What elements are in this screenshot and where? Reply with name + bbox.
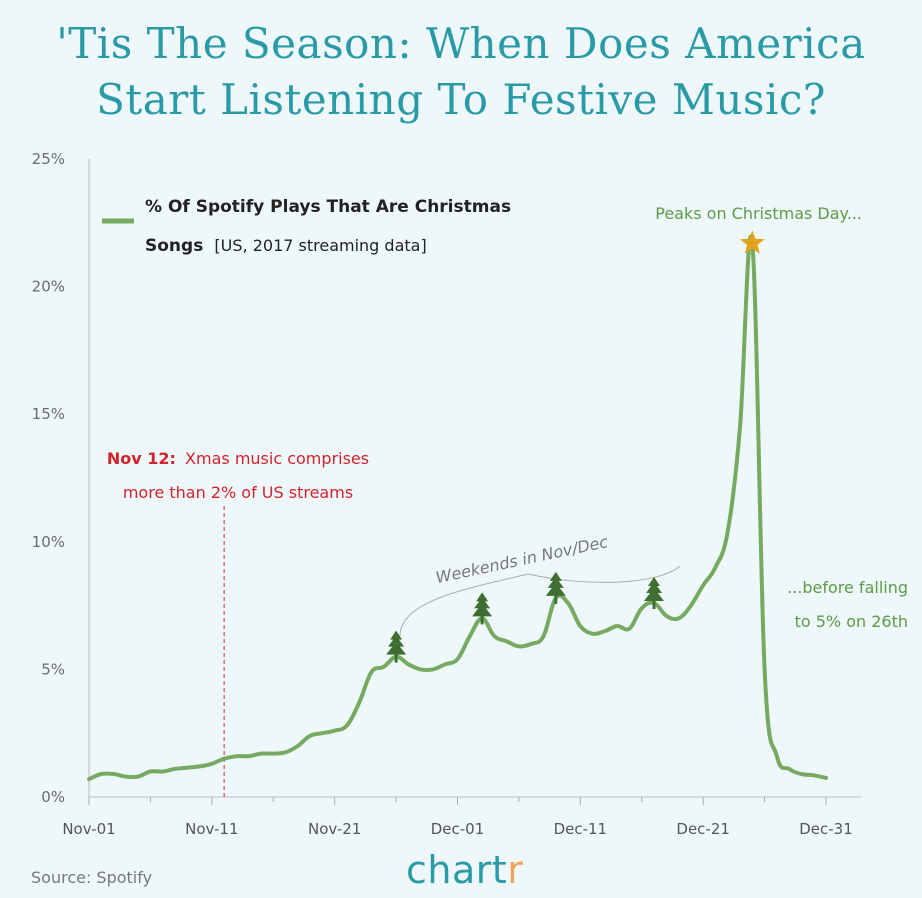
chart-markers bbox=[386, 230, 765, 663]
tree-tier bbox=[386, 641, 407, 655]
legend-label-line2: Songs [US, 2017 streaming data] bbox=[145, 236, 427, 256]
y-tick-label: 20% bbox=[32, 278, 65, 296]
legend-label-note: [US, 2017 streaming data] bbox=[214, 236, 426, 255]
tree-tier bbox=[547, 576, 564, 588]
weekends-annotation: Weekends in Nov/Dec bbox=[434, 532, 610, 587]
tree-marker bbox=[545, 571, 566, 604]
y-tick-label: 5% bbox=[41, 660, 65, 678]
weekends-brace bbox=[399, 565, 681, 637]
chart-title: 'Tis The Season: When Does America Start… bbox=[0, 16, 922, 128]
legend-label-line1: % Of Spotify Plays That Are Christmas bbox=[145, 197, 511, 217]
tree-tier bbox=[644, 588, 664, 601]
tree-tier bbox=[549, 571, 562, 581]
nov12-annotation-line2: more than 2% of US streams bbox=[123, 483, 353, 502]
peak-star-marker bbox=[739, 230, 765, 254]
x-tick-label: Dec-21 bbox=[676, 820, 730, 838]
x-axis: Nov-01 Nov-11 Nov-21 Dec-01 Dec-11 Dec-21 Dec-… bbox=[62, 796, 861, 838]
title-line-2: Start Listening To Festive Music? bbox=[96, 75, 826, 124]
nov12-annotation-line1: Nov 12: Xmas music comprises bbox=[107, 449, 369, 468]
x-tick-label: Nov-11 bbox=[185, 820, 238, 838]
y-tick-label: 15% bbox=[32, 405, 65, 423]
tree-marker bbox=[472, 592, 493, 625]
x-tick-label: Nov-01 bbox=[62, 820, 115, 838]
y-axis-ticks: 0% 5% 10% 15% 20% 25% bbox=[32, 150, 90, 806]
title-line-1: 'Tis The Season: When Does America bbox=[56, 19, 866, 68]
tree-trunk bbox=[480, 615, 484, 625]
x-tick-label: Dec-31 bbox=[799, 820, 853, 838]
brand-logo-accent: r bbox=[507, 848, 524, 892]
x-tick-label: Dec-01 bbox=[431, 820, 485, 838]
tree-tier bbox=[388, 635, 405, 647]
brand-logo-main: chart bbox=[406, 848, 508, 892]
y-tick-label: 10% bbox=[32, 533, 65, 551]
peak-annotation: Peaks on Christmas Day... bbox=[655, 204, 862, 223]
tree-tier bbox=[545, 582, 566, 596]
y-tick-label: 25% bbox=[32, 150, 65, 168]
tree-trunk bbox=[652, 600, 656, 609]
brand-logo: chartr bbox=[406, 848, 523, 892]
tree-marker bbox=[644, 577, 664, 609]
tree-tier bbox=[646, 582, 662, 593]
nov12-annotation-rest: Xmas music comprises bbox=[185, 449, 369, 468]
tree-marker bbox=[386, 630, 407, 663]
tree-tier bbox=[474, 597, 491, 609]
x-tick-label: Nov-21 bbox=[308, 820, 361, 838]
tree-trunk bbox=[394, 653, 398, 663]
tree-tier bbox=[476, 592, 489, 602]
nov12-annotation-bold: Nov 12: bbox=[107, 449, 176, 468]
series-line bbox=[87, 234, 828, 782]
tree-tier bbox=[472, 603, 493, 617]
falling-annotation-line2: to 5% on 26th bbox=[795, 612, 908, 631]
x-tick-label: Dec-11 bbox=[554, 820, 608, 838]
legend-label-songs: Songs bbox=[145, 236, 203, 256]
tree-tier bbox=[648, 577, 660, 586]
source-credit: Source: Spotify bbox=[31, 868, 153, 887]
falling-annotation-line1: ...before falling bbox=[787, 578, 908, 597]
y-tick-label: 0% bbox=[41, 788, 65, 806]
tree-tier bbox=[390, 630, 403, 640]
tree-trunk bbox=[554, 594, 558, 604]
